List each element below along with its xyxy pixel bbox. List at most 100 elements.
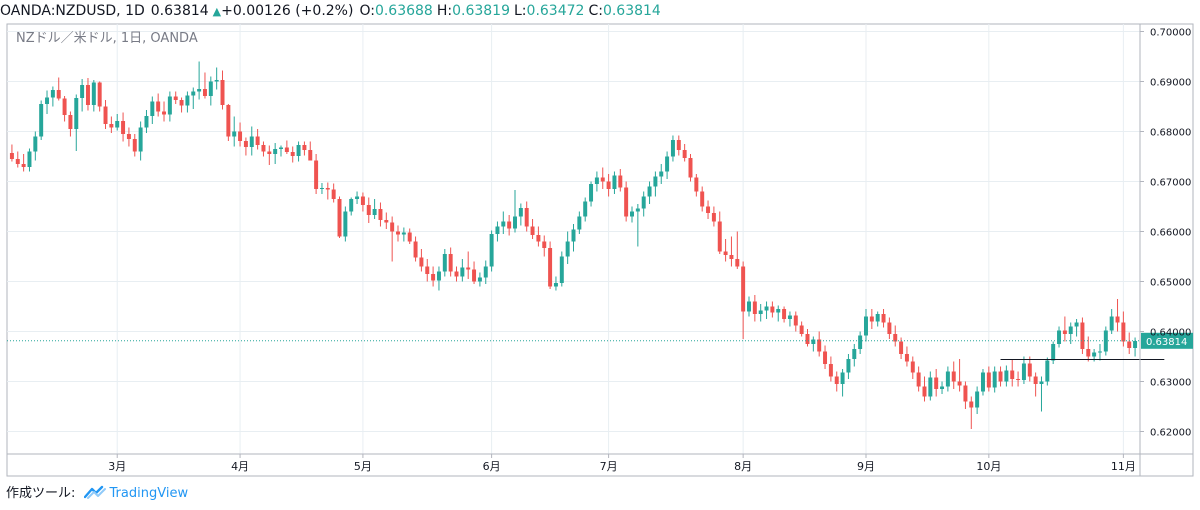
candle-body	[144, 116, 149, 128]
last-price-label: 0.63814	[1146, 337, 1187, 348]
candle-body	[706, 206, 711, 213]
candle	[425, 259, 430, 282]
candle	[752, 295, 757, 322]
candle-body	[899, 341, 904, 354]
candle	[349, 197, 354, 216]
candle-body	[466, 267, 471, 270]
candle-body	[45, 97, 50, 104]
candle-body	[68, 115, 73, 129]
candle	[659, 164, 664, 184]
candle-body	[167, 96, 172, 115]
y-tick-label: 0.70000	[1150, 28, 1191, 39]
candle	[15, 151, 20, 168]
candle-body	[1033, 376, 1038, 384]
x-tick-label: 4月	[231, 460, 249, 473]
candle	[501, 211, 506, 234]
candle-body	[85, 85, 90, 105]
candle	[735, 231, 740, 269]
candle-body	[115, 121, 120, 128]
candle-body	[314, 160, 319, 189]
candle	[121, 112, 126, 142]
candle-body	[700, 191, 705, 207]
candle	[875, 311, 880, 327]
candle	[963, 381, 968, 409]
candle-body	[103, 106, 108, 124]
candle-body	[600, 177, 605, 182]
candle-body	[594, 177, 599, 184]
candle	[355, 191, 360, 204]
price-change: +0.00126 (+0.2%)	[221, 3, 354, 19]
candle-body	[208, 81, 213, 96]
candle-body	[823, 351, 828, 364]
candle-body	[39, 104, 44, 137]
candle	[548, 241, 553, 289]
candle-body	[1062, 330, 1067, 334]
candle	[583, 197, 588, 222]
interval-label[interactable]: , 1D	[116, 3, 145, 19]
candle-body	[495, 226, 500, 234]
axes: 0.70000 0.69000 0.68000 0.67000 0.66000 0.650…	[7, 24, 1193, 476]
candle	[191, 87, 196, 109]
tradingview-link[interactable]: TradingView	[109, 486, 189, 501]
candle-body	[922, 386, 927, 397]
tradingview-logo-icon[interactable]	[83, 485, 106, 499]
candle-body	[992, 371, 997, 388]
candle-body	[1027, 363, 1032, 377]
candle-body	[9, 153, 14, 159]
candlestick-chart[interactable]: 0.63814 0.70000 0.69000 0.68000 0.67000 0.66…	[0, 22, 1200, 478]
candle-body	[226, 105, 231, 137]
candle	[126, 127, 131, 147]
candle	[343, 206, 348, 242]
y-tick-label: 0.69000	[1150, 78, 1191, 89]
candle	[618, 169, 623, 192]
candle-body	[355, 196, 360, 199]
candle-body	[735, 259, 740, 267]
candle	[706, 200, 711, 219]
candle-body	[197, 89, 202, 92]
candle-body	[1097, 351, 1102, 353]
candle-body	[156, 101, 161, 112]
candle	[665, 151, 670, 179]
candle	[477, 272, 482, 287]
candle-body	[998, 371, 1003, 382]
candle-body	[232, 131, 237, 137]
candle	[132, 134, 137, 157]
candle-body	[436, 271, 441, 281]
candle-body	[641, 196, 646, 209]
close-value: 0.63814	[602, 3, 661, 19]
candle-body	[337, 199, 342, 237]
candle-body	[249, 136, 254, 147]
candle-body	[717, 221, 722, 252]
candle	[214, 67, 219, 90]
candle	[1115, 299, 1120, 332]
candle	[74, 94, 79, 151]
candle-body	[764, 306, 769, 311]
candle-body	[460, 267, 465, 277]
candle	[764, 301, 769, 319]
candle-body	[1080, 322, 1085, 349]
candle-body	[472, 269, 477, 282]
candle	[647, 181, 652, 204]
candle-body	[56, 90, 61, 99]
candle	[144, 110, 149, 133]
candle	[980, 369, 985, 396]
candle	[232, 116, 237, 147]
candle	[202, 72, 207, 99]
candle	[103, 100, 108, 129]
candle-body	[407, 232, 412, 242]
candle-body	[1051, 344, 1056, 361]
candle	[787, 311, 792, 327]
high-label: H:	[436, 3, 453, 19]
candle	[91, 80, 96, 112]
candle-body	[670, 140, 675, 157]
candle	[279, 145, 284, 157]
candle	[694, 174, 699, 197]
candle	[56, 77, 61, 101]
candle	[331, 183, 336, 203]
candle	[758, 304, 763, 322]
last-price: 0.63814	[150, 3, 209, 19]
candle-body	[173, 96, 178, 100]
candle-body	[589, 184, 594, 202]
candle	[179, 97, 184, 113]
symbol-name[interactable]: OANDA:NZDUSD	[0, 3, 117, 19]
